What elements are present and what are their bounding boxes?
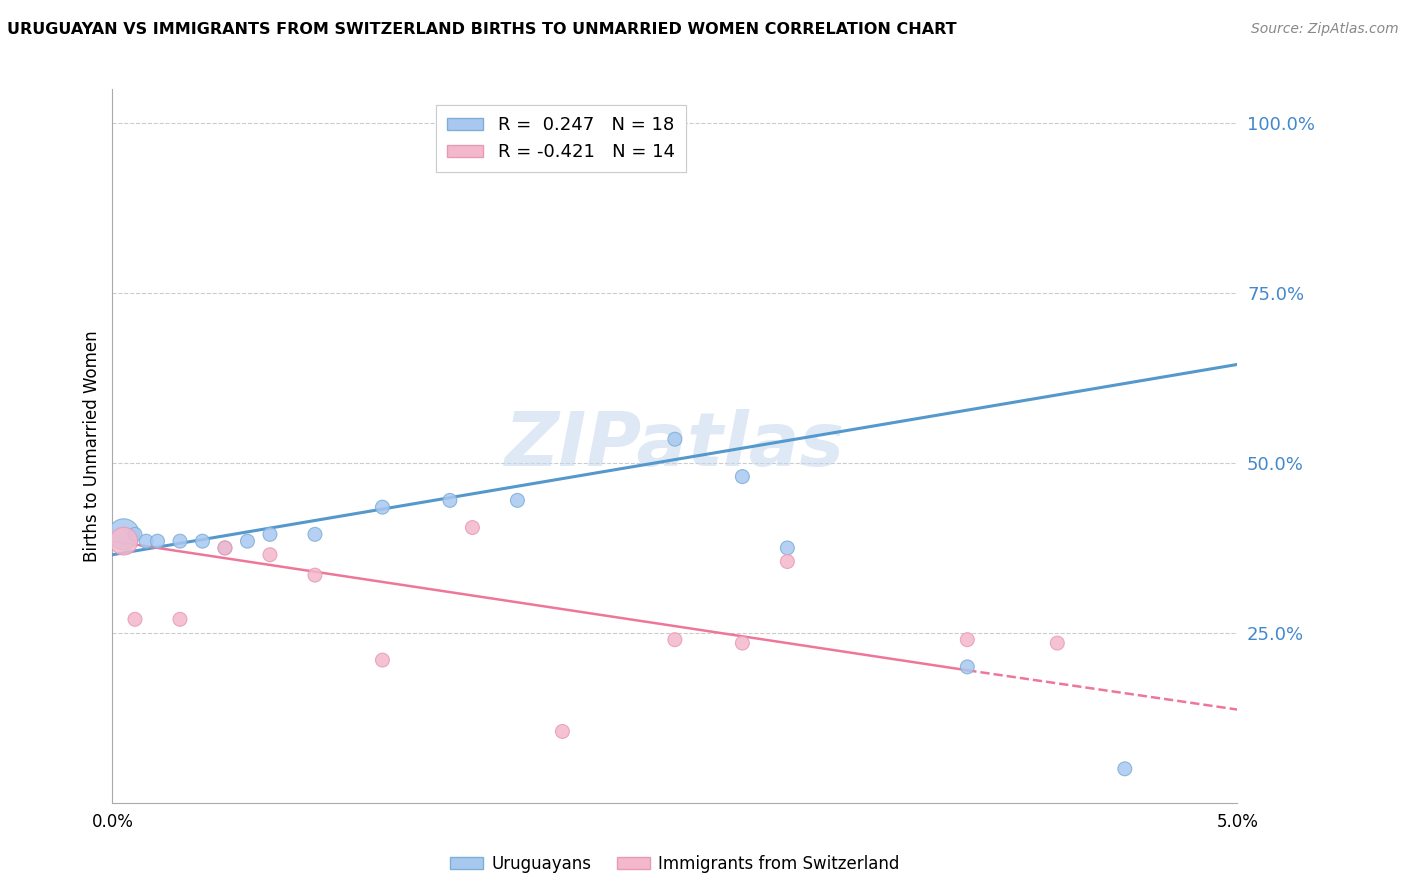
Point: [506, 493, 529, 508]
Point: [731, 636, 754, 650]
Point: [371, 500, 394, 515]
Point: [664, 632, 686, 647]
Legend: R =  0.247   N = 18, R = -0.421   N = 14: R = 0.247 N = 18, R = -0.421 N = 14: [436, 105, 686, 172]
Point: [214, 541, 236, 555]
Point: [664, 432, 686, 446]
Point: [191, 534, 214, 549]
Point: [124, 612, 146, 626]
Point: [169, 612, 191, 626]
Point: [259, 527, 281, 541]
Point: [1046, 636, 1069, 650]
Point: [146, 534, 169, 549]
Point: [304, 568, 326, 582]
Point: [135, 534, 157, 549]
Point: [236, 534, 259, 549]
Text: Source: ZipAtlas.com: Source: ZipAtlas.com: [1251, 22, 1399, 37]
Point: [585, 133, 607, 147]
Point: [112, 527, 135, 541]
Point: [551, 724, 574, 739]
Legend: Uruguayans, Immigrants from Switzerland: Uruguayans, Immigrants from Switzerland: [443, 848, 907, 880]
Point: [1114, 762, 1136, 776]
Text: ZIPatlas: ZIPatlas: [505, 409, 845, 483]
Point: [956, 632, 979, 647]
Point: [214, 541, 236, 555]
Point: [956, 660, 979, 674]
Point: [259, 548, 281, 562]
Point: [776, 541, 799, 555]
Point: [371, 653, 394, 667]
Point: [439, 493, 461, 508]
Point: [776, 555, 799, 569]
Point: [112, 534, 135, 549]
Point: [304, 527, 326, 541]
Text: URUGUAYAN VS IMMIGRANTS FROM SWITZERLAND BIRTHS TO UNMARRIED WOMEN CORRELATION C: URUGUAYAN VS IMMIGRANTS FROM SWITZERLAND…: [7, 22, 956, 37]
Point: [124, 527, 146, 541]
Point: [461, 520, 484, 534]
Y-axis label: Births to Unmarried Women: Births to Unmarried Women: [83, 330, 101, 562]
Point: [169, 534, 191, 549]
Point: [731, 469, 754, 483]
